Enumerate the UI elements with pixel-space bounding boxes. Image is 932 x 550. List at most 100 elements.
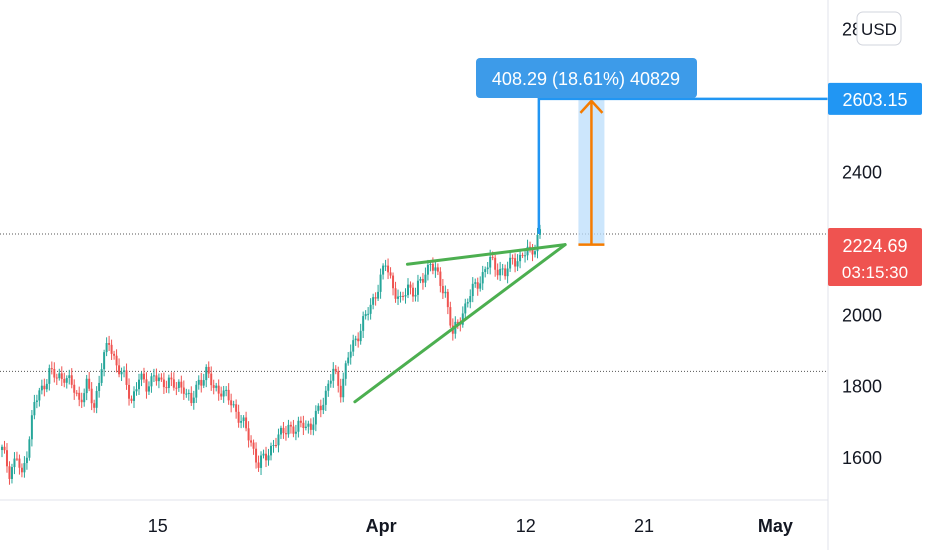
candle-body (8, 466, 11, 479)
candle (103, 349, 106, 377)
candle-body (504, 268, 507, 277)
candle-body (342, 378, 345, 398)
candle (409, 281, 412, 295)
candle-body (337, 371, 340, 386)
candle (524, 249, 527, 263)
candle-body (461, 313, 464, 325)
candle (481, 265, 484, 291)
candle (279, 425, 282, 439)
candle (486, 262, 489, 275)
candle-body (387, 265, 390, 273)
candle (416, 274, 419, 302)
candle (55, 373, 58, 386)
candle-body (481, 272, 484, 284)
candle (302, 415, 305, 436)
candle-body (516, 261, 519, 267)
candle-body (449, 307, 452, 326)
candle-body (419, 278, 422, 281)
candle-body (312, 424, 315, 430)
candle-body (511, 257, 514, 259)
candle (152, 368, 155, 383)
candle-body (150, 376, 153, 387)
candle-body (374, 297, 377, 299)
currency-button[interactable]: USD (856, 11, 902, 46)
candle-body (152, 375, 155, 377)
candle-body (190, 392, 193, 404)
candle (128, 378, 131, 406)
candle-body (392, 275, 395, 289)
candle-body (78, 392, 81, 400)
candle (352, 334, 355, 357)
candle-body (180, 381, 183, 388)
x-tick-label: 12 (516, 516, 536, 536)
candle (357, 332, 360, 348)
candle (499, 261, 502, 282)
candle (511, 254, 514, 265)
candle (63, 372, 66, 388)
candle (70, 368, 73, 389)
candle-body (120, 371, 123, 375)
candle-body (3, 446, 6, 451)
candle (332, 362, 335, 388)
candle-body (162, 379, 165, 388)
candle-body (534, 251, 537, 255)
candle (40, 379, 43, 395)
candle (237, 404, 240, 428)
candle-body (167, 377, 170, 388)
candle (192, 390, 195, 410)
candle (222, 385, 225, 403)
candle (504, 264, 507, 280)
candle-body (165, 387, 168, 389)
candle (304, 420, 307, 431)
candle (354, 335, 357, 346)
target-line (537, 97, 828, 235)
candle-body (90, 388, 93, 404)
candle-body (484, 269, 487, 273)
candle (232, 400, 235, 408)
candle-body (294, 431, 297, 434)
candle-body (397, 296, 400, 299)
candle-body (499, 268, 502, 276)
candle-body (324, 390, 327, 405)
candle-body (245, 417, 248, 429)
candle (185, 388, 188, 398)
candle (65, 375, 68, 389)
candle (270, 442, 272, 461)
candle (43, 378, 46, 397)
candle (267, 448, 270, 466)
candle (272, 439, 275, 453)
candle (80, 392, 83, 408)
candle (172, 372, 175, 391)
candle-body (242, 417, 245, 422)
candle-body (474, 282, 477, 284)
candle (521, 252, 524, 259)
candle (292, 419, 295, 438)
candle (334, 365, 337, 375)
candle-body (30, 415, 33, 440)
countdown-text: 03:15:30 (842, 263, 908, 282)
candle-body (58, 373, 61, 379)
candle (140, 371, 143, 387)
candle (120, 367, 123, 381)
candle (484, 266, 487, 278)
candle-body (332, 368, 335, 381)
candle (329, 374, 332, 388)
candle (10, 463, 13, 484)
candle (3, 440, 6, 454)
candle (359, 323, 362, 345)
target-price-tag-bg (828, 82, 922, 115)
candle (83, 388, 86, 407)
candle-body (506, 268, 509, 277)
candle-body (128, 384, 131, 399)
candle (446, 288, 449, 315)
candle (200, 372, 203, 393)
candle (289, 421, 292, 434)
candle-body (531, 247, 534, 255)
candle-body (424, 274, 427, 283)
candle (250, 435, 253, 447)
candle (8, 461, 11, 485)
candle-body (212, 385, 215, 388)
candle-body (160, 377, 163, 380)
candle-body (217, 385, 220, 394)
